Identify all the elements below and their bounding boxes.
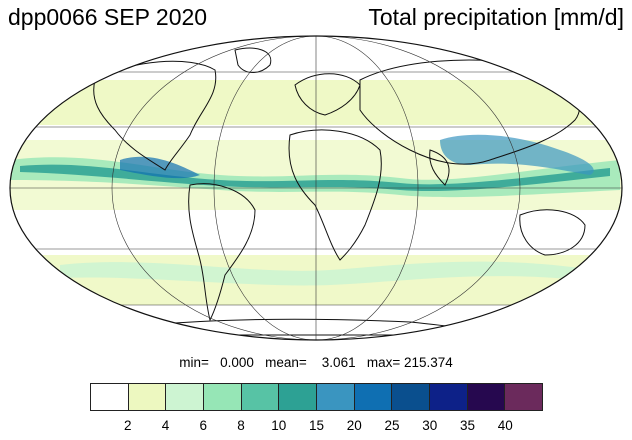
itcz-core [20, 164, 610, 192]
colorbar-ticks: 2 4 6 8 10 15 20 25 30 35 40 [0, 418, 632, 436]
graticule [10, 36, 622, 340]
colorbar-swatch [241, 384, 280, 410]
colorbar-swatch [91, 384, 129, 410]
colorbar-swatch [430, 384, 468, 410]
field-statistics: min= 0.000 mean= 3.061 max= 215.374 [179, 355, 453, 370]
colorbar-tick-label: 4 [161, 418, 170, 433]
colorbar-swatch [505, 384, 543, 410]
coastlines [93, 47, 586, 336]
globe-outline [9, 35, 623, 341]
colorbar-swatch [354, 384, 393, 410]
greenland [234, 47, 272, 73]
europe [294, 73, 361, 116]
colorbar-tick-label: 20 [346, 418, 362, 433]
colorbar-tick-label: 15 [308, 418, 325, 433]
south-america [188, 183, 256, 322]
colorbar-tick-label: 30 [422, 418, 438, 433]
colorbar-swatch [204, 384, 242, 410]
asia [359, 59, 580, 165]
experiment-title: dpp0066 SEP 2020 [8, 4, 208, 30]
colorbar-swatch [128, 384, 167, 410]
india [429, 149, 450, 186]
colorbar-swatch [392, 384, 431, 410]
colorbar-swatch [317, 384, 355, 410]
colorbar [90, 383, 543, 411]
colorbar-tick-label: 35 [459, 418, 476, 433]
africa [288, 129, 382, 261]
southern-storm-track [60, 261, 580, 286]
colorbar-tick-label: 8 [237, 418, 245, 433]
colorbar-swatch [467, 384, 506, 410]
precipitation-map [9, 35, 623, 341]
north-america [93, 60, 217, 171]
colorbar-swatch [279, 384, 318, 410]
colorbar-swatch [166, 384, 205, 410]
variable-title: Total precipitation [mm/d] [368, 4, 624, 30]
colorbar-tick-label: 2 [123, 418, 132, 433]
heavy-rain-america [120, 156, 200, 179]
colorbar-tick-label: 40 [497, 418, 513, 433]
heavy-rain-asia [440, 134, 594, 175]
colorbar-tick-label: 6 [199, 418, 208, 433]
colorbar-tick-label: 10 [271, 418, 287, 433]
map-field [10, 36, 622, 340]
australia [519, 209, 586, 256]
colorbar-tick-label: 25 [384, 418, 400, 433]
